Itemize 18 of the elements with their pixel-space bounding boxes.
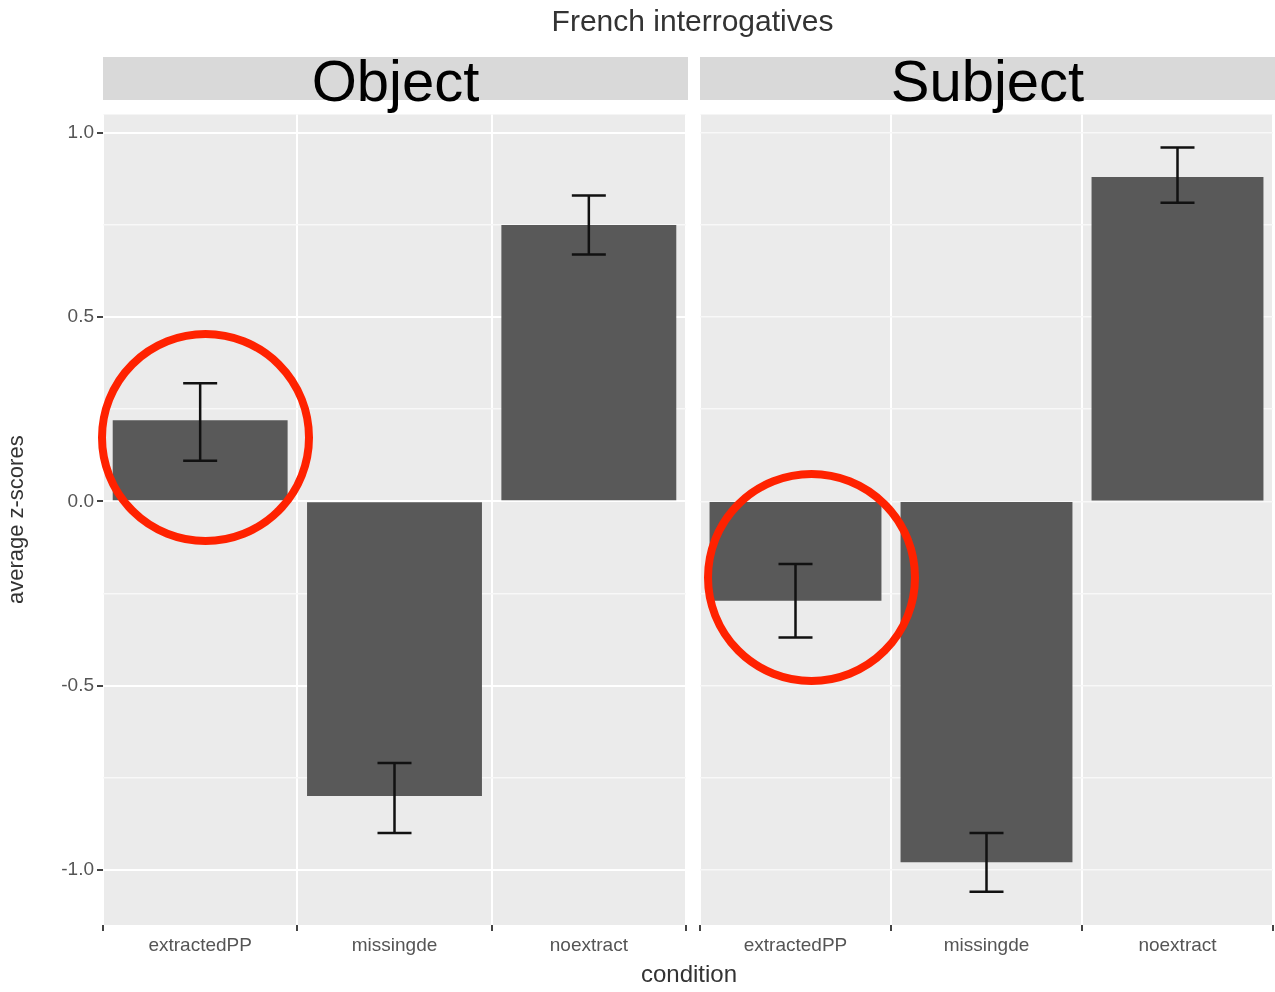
y-tick-label: 0.0 (67, 489, 94, 511)
y-tick-label: 0.5 (67, 305, 94, 327)
x-tick-label: missingde (943, 933, 1030, 955)
x-tick-label: extractedPP (148, 933, 252, 955)
chart-subtitle: Object (310, 48, 481, 113)
chart-title: French interrogatives (550, 4, 835, 38)
x-tick-label: extractedPP (743, 933, 848, 955)
chart-subtitle: Subject (889, 48, 1086, 113)
y-tick-label: -0.5 (61, 673, 94, 695)
y-axis-title: average z-scores (3, 435, 29, 605)
y-tick-label: -1.0 (61, 857, 94, 879)
y-tick-label: 1.0 (67, 121, 94, 143)
x-axis-title: condition (639, 960, 739, 988)
x-tick-label: noextract (549, 933, 629, 955)
bar (501, 224, 677, 501)
x-tick-label: missingde (351, 933, 438, 955)
x-tick-label: noextract (1138, 933, 1218, 955)
bar (307, 502, 482, 797)
